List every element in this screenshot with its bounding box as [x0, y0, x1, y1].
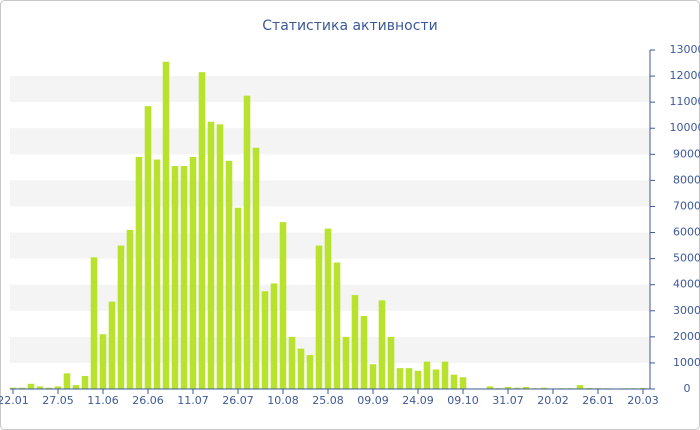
bar	[162, 61, 170, 389]
y-tick-label: 13000	[670, 43, 700, 56]
x-tick-label: 20.02	[537, 394, 569, 407]
x-tick-label: 26.06	[132, 394, 164, 407]
x-tick-label: 09.09	[357, 394, 389, 407]
bar	[342, 336, 350, 389]
bar	[306, 355, 314, 389]
bar	[288, 336, 296, 389]
x-tick-label: 09.10	[447, 394, 479, 407]
y-tick-label: 12000	[670, 69, 700, 82]
bar	[54, 386, 62, 389]
bar	[360, 315, 368, 389]
bar	[189, 156, 197, 389]
bar	[297, 348, 305, 389]
bar	[261, 291, 269, 389]
bar	[369, 364, 377, 389]
bar	[504, 386, 512, 389]
y-tick-label: 6000	[673, 226, 700, 239]
bar	[522, 386, 530, 389]
bar	[540, 387, 548, 389]
bar	[153, 159, 161, 389]
grid-band	[10, 76, 650, 103]
y-tick-label: 10000	[670, 121, 700, 134]
y-tick-label: 1000	[673, 356, 700, 369]
bar	[486, 386, 494, 389]
y-tick-label: 8000	[673, 173, 700, 186]
y-tick-label: 3000	[673, 304, 700, 317]
y-tick-label: 7000	[673, 199, 700, 212]
bar	[9, 387, 17, 389]
x-tick-label: 26.07	[222, 394, 254, 407]
x-tick-label: 24.09	[402, 394, 434, 407]
bar	[414, 370, 422, 389]
bar	[450, 374, 458, 389]
x-tick-label: 11.06	[87, 394, 119, 407]
bar	[117, 245, 125, 389]
bar	[180, 166, 188, 389]
y-tick-label: 2000	[673, 330, 700, 343]
bar	[324, 228, 332, 389]
bar	[207, 121, 215, 389]
bar	[459, 377, 467, 389]
bar	[90, 257, 98, 389]
y-tick-label: 9000	[673, 147, 700, 160]
y-tick-label: 4000	[673, 278, 700, 291]
x-tick-label: 25.08	[312, 394, 344, 407]
bar	[423, 361, 431, 389]
bar	[18, 387, 26, 389]
bar	[126, 229, 134, 389]
bar	[63, 373, 71, 389]
x-tick-label: 27.05	[42, 394, 74, 407]
bar	[387, 336, 395, 389]
bar	[108, 301, 116, 389]
bar	[135, 156, 143, 389]
bar	[72, 385, 80, 389]
bar	[351, 295, 359, 389]
x-tick-label: 22.01	[0, 394, 29, 407]
bar	[585, 387, 593, 389]
bar	[27, 383, 35, 389]
y-tick-label: 0	[684, 382, 691, 395]
bar	[171, 166, 179, 389]
x-tick-label: 20.03	[627, 394, 659, 407]
bar	[432, 369, 440, 389]
bar	[198, 72, 206, 390]
bar	[252, 147, 260, 389]
bar	[225, 160, 233, 389]
bar	[333, 262, 341, 389]
x-tick-label: 11.07	[177, 394, 209, 407]
bar	[576, 385, 584, 389]
grid-band	[10, 180, 650, 207]
bar	[45, 387, 53, 389]
bar	[378, 300, 386, 389]
bar	[513, 387, 521, 389]
bar	[144, 106, 152, 390]
bar	[234, 207, 242, 389]
bar	[315, 245, 323, 389]
y-tick-label: 11000	[670, 95, 700, 108]
bar	[396, 368, 404, 389]
x-tick-label: 26.01	[582, 394, 614, 407]
bar	[243, 95, 251, 389]
bar	[270, 283, 278, 389]
grid-band	[10, 128, 650, 155]
x-tick-label: 10.08	[267, 394, 299, 407]
x-tick-label: 31.07	[492, 394, 524, 407]
chart-title: Статистика активности	[262, 18, 437, 34]
bar	[216, 124, 224, 390]
bar	[279, 222, 287, 389]
bar	[99, 334, 107, 389]
bar	[405, 368, 413, 389]
bar	[81, 375, 89, 389]
bar	[441, 361, 449, 389]
bar	[639, 387, 647, 389]
y-tick-label: 5000	[673, 252, 700, 265]
bar	[36, 386, 44, 389]
